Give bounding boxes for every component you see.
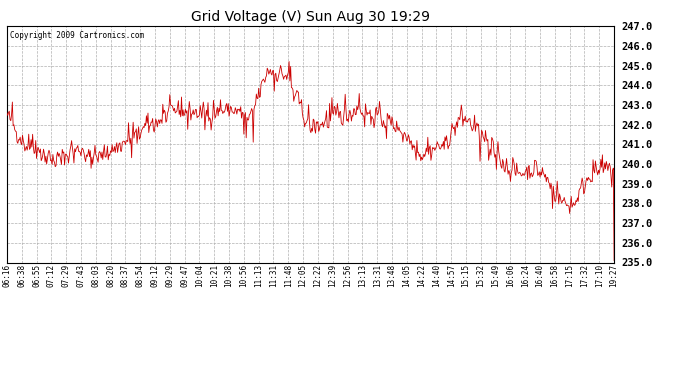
Text: Copyright 2009 Cartronics.com: Copyright 2009 Cartronics.com <box>10 31 144 40</box>
Title: Grid Voltage (V) Sun Aug 30 19:29: Grid Voltage (V) Sun Aug 30 19:29 <box>191 10 430 24</box>
